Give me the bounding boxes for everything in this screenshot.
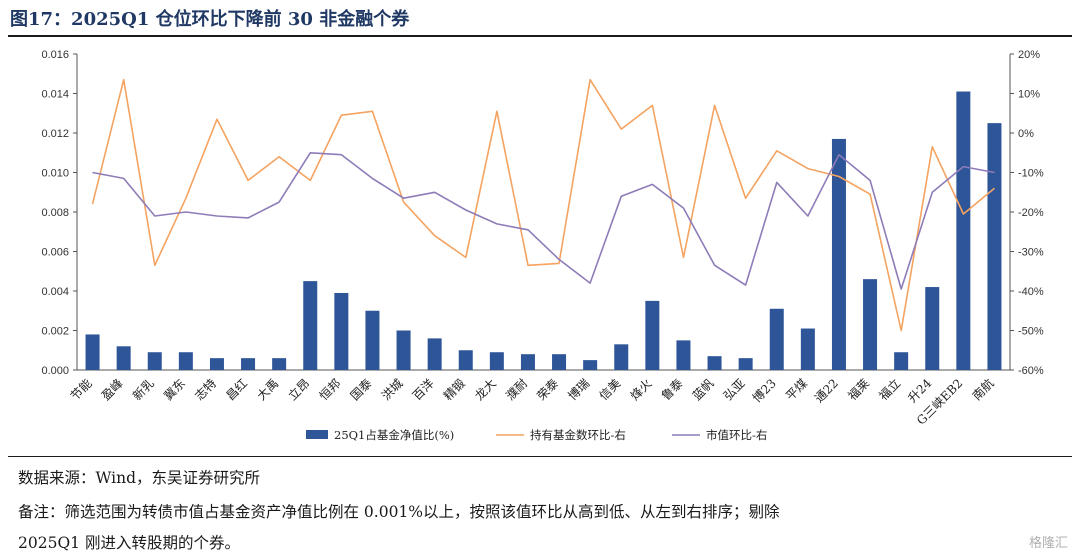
chart-title: 图17：2025Q1 仓位环比下降前 30 非金融个券 — [10, 9, 410, 30]
bar-荣泰 — [552, 354, 567, 370]
chart: 0.000 0.002 0.004 0.006 0.008 0.010 0.012 0.014… — [41, 49, 1043, 442]
x-tick-label: 精锻 — [441, 376, 468, 403]
remark-note: 备注：筛选范围为转债市值占基金资产净值比例在 0.001%以上，按照该值环比从高… — [18, 503, 780, 521]
x-tick-label: 濮耐 — [502, 376, 530, 404]
y-left-tick-label: 0.006 — [41, 247, 69, 259]
y-left-tick-label: 0.004 — [41, 286, 69, 298]
x-tick-label: 龙大 — [472, 376, 499, 403]
x-tick-label: 弘亚 — [721, 376, 748, 403]
x-tick-label: 百洋 — [409, 376, 437, 404]
y-left-tick-label: 0.012 — [41, 128, 69, 140]
bar-新乳 — [147, 352, 162, 370]
x-tick-label: 洪城 — [379, 376, 406, 403]
bar-南航 — [987, 123, 1002, 370]
x-tick-label: 博23 — [749, 376, 779, 406]
x-tick-label: 节能 — [68, 376, 95, 403]
y-right-tick-label: 20% — [1018, 49, 1040, 61]
bar-信美 — [614, 344, 629, 370]
orange-line — [91, 78, 996, 332]
bar-冀东 — [178, 352, 193, 370]
x-tick-label: 志特 — [191, 376, 219, 404]
x-tick-label: 盈峰 — [99, 376, 126, 403]
legend-bar-label: 25Q1占基金净值比(%) — [334, 428, 454, 442]
bar-升24 — [925, 287, 940, 370]
y-left-tick-label: 0.016 — [41, 49, 69, 61]
x-tick-label: 鲁泰 — [659, 376, 686, 403]
x-tick-label: 信美 — [596, 376, 623, 403]
bar-精锻 — [458, 350, 473, 370]
y-right-tick-label: -10% — [1018, 168, 1044, 180]
x-tick-label: 蓝帆 — [689, 376, 717, 404]
y-right-tick-label: 10% — [1018, 89, 1040, 101]
x-tick-label: 博瑞 — [565, 376, 593, 404]
bar-通22 — [831, 138, 846, 370]
bar-G三峡EB2 — [956, 91, 971, 371]
bar-洪城 — [396, 330, 411, 370]
legend-purple-label: 市值环比-右 — [706, 428, 767, 442]
watermark-logo: 格隆汇 — [1028, 536, 1068, 551]
legend-orange-label: 持有基金数环比-右 — [530, 428, 626, 442]
y-right-tick-label: -60% — [1018, 365, 1044, 377]
x-tick-label: 恒邦 — [317, 376, 344, 403]
bar-濮耐 — [520, 354, 535, 370]
axes — [73, 53, 1014, 371]
x-tick-label: 国泰 — [348, 376, 375, 403]
bar-博瑞 — [583, 360, 598, 370]
x-tick-label: 福莱 — [845, 376, 873, 404]
remark-note-cont: 2025Q1 刚进入转股期的个券。 — [18, 534, 240, 552]
bars — [85, 91, 1002, 371]
bar-福莱 — [863, 279, 878, 370]
x-tick-label: 立昂 — [285, 376, 313, 404]
y-left-tick-label: 0.014 — [41, 89, 69, 101]
y-right-tick-label: -50% — [1018, 326, 1044, 338]
x-tick-label: 昌红 — [223, 376, 251, 404]
y-left-tick-label: 0.010 — [41, 168, 69, 180]
x-tick-label: 通22 — [812, 376, 841, 405]
bar-百洋 — [427, 338, 442, 370]
bar-大禹 — [272, 358, 287, 370]
top-rule — [8, 35, 1072, 37]
bar-龙大 — [489, 352, 504, 370]
x-tick-label: 南航 — [969, 376, 997, 404]
bar-弘亚 — [738, 358, 753, 370]
bar-福立 — [894, 352, 909, 370]
bar-平煤 — [800, 328, 815, 370]
x-tick-label: 大禹 — [254, 376, 281, 403]
x-tick-label: 荣泰 — [534, 376, 561, 403]
y-left-tick-label: 0.002 — [41, 326, 69, 338]
purple-line — [92, 152, 995, 290]
bar-志特 — [209, 358, 224, 370]
x-tick-label: 烽火 — [628, 376, 655, 403]
bar-国泰 — [365, 310, 380, 370]
bar-鲁泰 — [676, 340, 691, 370]
y-right-tick-label: -30% — [1018, 247, 1044, 259]
bar-恒邦 — [334, 292, 349, 370]
legend: 25Q1占基金净值比(%) 持有基金数环比-右 市值环比-右 — [306, 428, 767, 442]
legend-bar-swatch — [306, 430, 328, 439]
bar-昌红 — [241, 358, 256, 370]
x-tick-label: 新乳 — [129, 376, 157, 404]
y-right-tick-label: -40% — [1018, 286, 1044, 298]
x-tick-label: 冀东 — [161, 376, 188, 403]
labels: 0.000 0.002 0.004 0.006 0.008 0.010 0.012 0.014… — [41, 49, 1043, 428]
bar-立昂 — [303, 281, 318, 370]
lines — [91, 78, 996, 332]
x-tick-label: 福立 — [876, 376, 904, 404]
bar-节能 — [85, 334, 100, 370]
bar-蓝帆 — [707, 356, 722, 370]
source-note: 数据来源：Wind，东吴证券研究所 — [18, 469, 261, 487]
x-tick-label: 平煤 — [783, 376, 810, 403]
bar-烽火 — [645, 300, 660, 370]
y-left-tick-label: 0.008 — [41, 207, 69, 219]
y-left-tick-label: 0.000 — [41, 365, 69, 377]
bar-博23 — [769, 308, 784, 370]
bottom-rule — [8, 456, 1072, 457]
y-right-tick-label: -20% — [1018, 207, 1044, 219]
bar-盈峰 — [116, 346, 131, 370]
y-right-tick-label: 0% — [1018, 128, 1034, 140]
